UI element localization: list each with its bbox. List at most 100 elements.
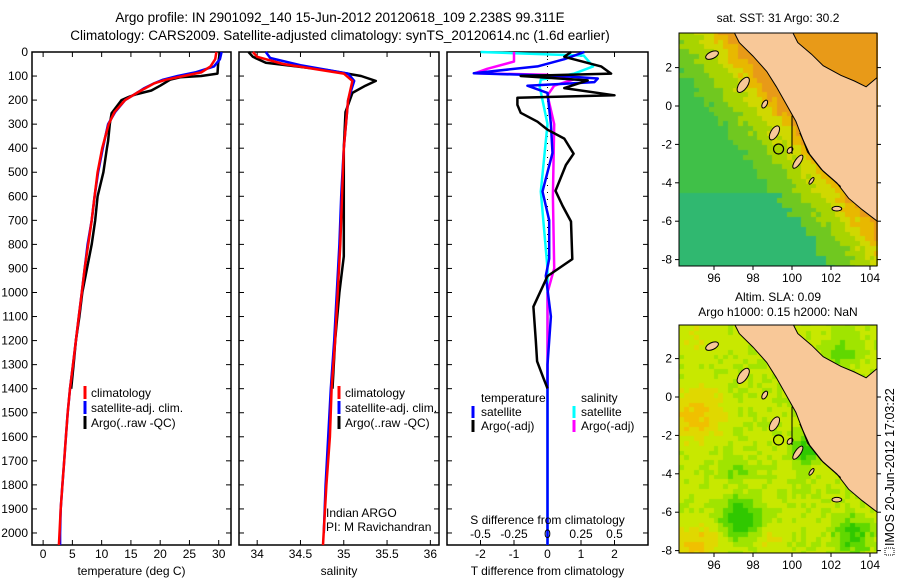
s-axis-label: S difference from climatology — [470, 513, 625, 527]
y-tick-label: 200 — [8, 93, 28, 107]
title-line-2: Climatology: CARS2009. Satellite-adjuste… — [70, 28, 610, 43]
map-content — [705, 325, 877, 513]
y-tick-label: 400 — [8, 141, 28, 155]
legend-label: climatology — [91, 386, 151, 400]
y-tick-label: 0 — [21, 45, 28, 59]
y-tick-label: 1900 — [1, 502, 28, 516]
lat-tick-label: -8 — [661, 253, 672, 267]
sst-map — [675, 32, 881, 270]
s-x-tick-label: 0 — [544, 527, 551, 541]
lon-tick-label: 100 — [782, 558, 802, 572]
legend-label: Argo(..raw -QC) — [345, 416, 430, 430]
island — [786, 146, 794, 154]
lon-tick-label: 100 — [782, 271, 802, 285]
lat-tick-label: 0 — [665, 390, 672, 404]
island — [761, 390, 769, 400]
map-frame — [678, 32, 878, 267]
lon-tick-label: 104 — [860, 271, 880, 285]
series-line-climatology — [57, 51, 218, 546]
legend-label: satellite-adj. clim. — [345, 401, 437, 415]
s-x-tick-label: -0.5 — [470, 527, 491, 541]
y-tick-label: 1600 — [1, 430, 28, 444]
map-content — [705, 33, 877, 222]
x-tick-label: -2 — [475, 547, 486, 561]
x-tick-label: 0 — [40, 547, 47, 561]
land-sumatra — [733, 33, 877, 222]
bathymetry-contour — [799, 423, 842, 479]
argo-position-marker — [772, 143, 785, 155]
series-line-s-satellite — [480, 50, 595, 545]
x-tick-label: 34.5 — [289, 547, 313, 561]
imos-stamp: IMOS 20-Jun-2012 17:03:22 — [883, 388, 897, 556]
legend-label: Argo(..raw -QC) — [91, 416, 176, 430]
series-line-t-argo-adj- — [516, 50, 616, 389]
island — [792, 154, 804, 169]
series-line-t-satellite — [472, 50, 600, 545]
legend-header-temperature: temperature — [481, 391, 546, 405]
island — [736, 367, 750, 384]
lat-tick-label: -8 — [661, 544, 672, 558]
x-tick-label: 35 — [337, 547, 351, 561]
island — [786, 437, 794, 445]
series-line-s-argo-adj- — [473, 52, 575, 389]
x-tick-label: 15 — [124, 547, 138, 561]
island — [792, 445, 804, 460]
island — [831, 205, 843, 212]
legend-label: Argo(-adj) — [581, 419, 634, 433]
x-tick-label: 34 — [251, 547, 265, 561]
imos-logo-icon — [884, 547, 895, 556]
x-axis-label: temperature (deg C) — [77, 564, 185, 578]
lat-tick-label: 2 — [665, 61, 672, 75]
lat-tick-label: 2 — [665, 352, 672, 366]
island — [808, 468, 815, 476]
s-x-tick-label: 0.25 — [569, 527, 593, 541]
island — [768, 416, 781, 432]
lat-tick-label: -4 — [661, 467, 672, 481]
legend-label: satellite — [481, 405, 522, 419]
sla-map-title-2: Argo h1000: 0.15 h2000: NaN — [698, 305, 857, 319]
lat-tick-label: -2 — [661, 137, 672, 151]
lat-tick-label: 0 — [665, 99, 672, 113]
lon-tick-label: 102 — [821, 558, 841, 572]
lat-tick-label: -2 — [661, 428, 672, 442]
panel-difference — [446, 50, 649, 546]
sla-map-title-1: Altim. SLA: 0.09 — [735, 290, 821, 304]
x-axis-label: T difference from climatology — [471, 564, 625, 578]
x-tick-label: 0 — [544, 547, 551, 561]
lon-tick-label: 98 — [746, 271, 760, 285]
land-sumatra — [734, 325, 877, 513]
island — [831, 496, 843, 503]
y-tick-label: 500 — [8, 165, 28, 179]
lon-tick-label: 104 — [860, 558, 880, 572]
lon-tick-label: 96 — [707, 271, 721, 285]
lat-tick-label: -6 — [661, 214, 672, 228]
title-line-1: Argo profile: IN 2901092_140 15-Jun-2012… — [115, 10, 564, 25]
y-tick-label: 600 — [8, 189, 28, 203]
series-line-climatology — [251, 51, 354, 546]
panel-salinity — [238, 51, 440, 546]
y-tick-label: 1300 — [1, 358, 28, 372]
lon-tick-label: 96 — [707, 558, 721, 572]
pi-annotation: Indian ARGO — [326, 506, 397, 520]
x-tick-label: 10 — [95, 547, 109, 561]
x-tick-label: 35.5 — [375, 547, 399, 561]
legend-label: Argo(-adj) — [481, 419, 534, 433]
island — [705, 50, 719, 60]
x-tick-label: 36 — [424, 547, 438, 561]
y-tick-label: 1400 — [1, 382, 28, 396]
s-x-tick-label: 0.5 — [606, 527, 623, 541]
map-frame — [678, 324, 878, 554]
y-tick-label: 1100 — [2, 310, 28, 324]
x-tick-label: 2 — [611, 547, 618, 561]
y-tick-label: 1500 — [1, 406, 28, 420]
legend-label: satellite-adj. clim. — [91, 401, 183, 415]
island — [768, 125, 781, 141]
y-tick-label: 700 — [8, 213, 28, 227]
y-tick-label: 1200 — [1, 334, 28, 348]
bathymetry-contour — [799, 132, 842, 188]
lat-tick-label: -6 — [661, 505, 672, 519]
x-tick-label: 25 — [183, 547, 197, 561]
lon-tick-label: 98 — [746, 558, 760, 572]
island — [736, 76, 750, 93]
island — [705, 341, 719, 351]
